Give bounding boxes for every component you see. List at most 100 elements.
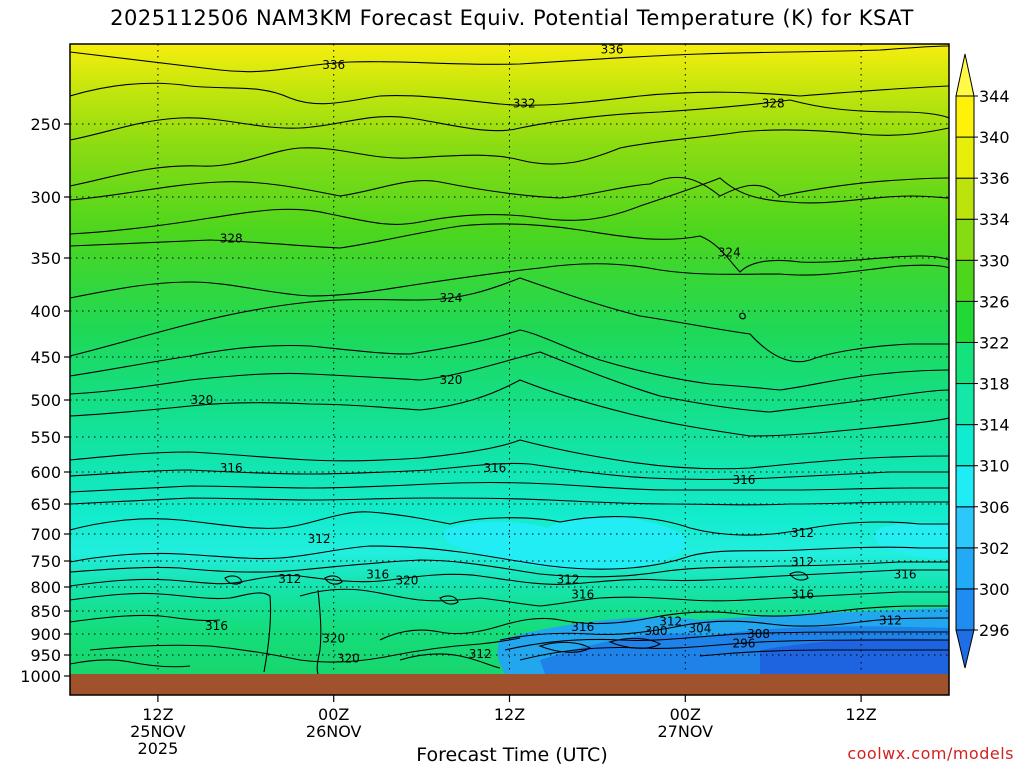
contour-line xyxy=(89,637,521,663)
contour-line xyxy=(70,614,221,623)
contour-label: 316 xyxy=(732,473,755,487)
contour-line xyxy=(299,588,949,607)
contour-line xyxy=(70,99,949,141)
y-tick-label: 900 xyxy=(30,625,61,644)
y-tick-label: 700 xyxy=(30,525,61,544)
contour-label: 316 xyxy=(894,568,917,582)
contour-label: 328 xyxy=(220,231,243,245)
contour-label: 336 xyxy=(322,58,345,72)
contour-line xyxy=(70,481,949,493)
contour-line xyxy=(504,631,949,651)
contour-line xyxy=(70,329,949,391)
x-tick-label: 00Z xyxy=(318,705,349,724)
contour-line xyxy=(70,45,949,73)
contour-line xyxy=(70,511,949,536)
contour-label: 312 xyxy=(791,555,814,569)
contour-label: 328 xyxy=(762,96,785,110)
contour-line xyxy=(789,571,809,581)
contour-label: 316 xyxy=(483,461,506,475)
colorbar-band xyxy=(955,341,975,385)
contour-label: 312 xyxy=(659,615,682,629)
y-tick-label: 850 xyxy=(30,602,61,621)
contour-line xyxy=(70,263,949,299)
contour-label: 312 xyxy=(791,526,814,540)
contour-label: 312 xyxy=(879,613,902,627)
contour-label: 320 xyxy=(395,573,418,587)
cyan-pocket-1 xyxy=(443,515,686,571)
x-tick-label: 2025 xyxy=(138,739,179,758)
colorbar-label: 306 xyxy=(979,498,1010,517)
contour-line xyxy=(70,82,949,106)
contour-label: 320 xyxy=(190,393,213,407)
contour-line xyxy=(70,559,949,578)
colorbar-band xyxy=(955,424,975,467)
contour-line xyxy=(70,545,949,570)
contour-line xyxy=(70,177,949,235)
contour-line xyxy=(70,127,949,187)
contour-label: 296 xyxy=(732,636,755,650)
colorbar-label: 296 xyxy=(979,621,1010,640)
contour-label: 316 xyxy=(571,587,594,601)
colorbar-band xyxy=(955,547,975,590)
contour-line xyxy=(324,575,343,585)
contour-label: 320 xyxy=(439,373,462,387)
contour-label: 320 xyxy=(337,651,360,665)
pressure-gridlines xyxy=(70,123,949,656)
x-tick-label: 12Z xyxy=(494,705,525,724)
colorbar-arrow-bottom xyxy=(955,629,975,669)
chart-title: 2025112506 NAM3KM Forecast Equiv. Potent… xyxy=(110,6,914,30)
contour-line xyxy=(739,312,746,320)
contour-label: 312 xyxy=(308,532,331,546)
contour-line xyxy=(70,497,949,506)
x-tick-label: 27NOV xyxy=(658,722,714,741)
contour-label: 316 xyxy=(220,461,243,475)
contour-label: 304 xyxy=(688,622,711,636)
y-tick-label: 450 xyxy=(30,348,61,367)
colorbar-label: 314 xyxy=(979,416,1010,435)
y-tick-label: 650 xyxy=(30,495,61,514)
colorbar-band xyxy=(955,95,975,138)
contour-line xyxy=(538,641,592,653)
y-tick-label: 500 xyxy=(30,391,61,410)
colorbar-label: 344 xyxy=(979,87,1010,106)
x-tick-label: 00Z xyxy=(670,705,701,724)
colorbar-band xyxy=(955,588,975,631)
contour-line xyxy=(699,649,949,657)
y-tick-label: 250 xyxy=(30,115,61,134)
y-tick-label: 300 xyxy=(30,188,61,207)
colorbar-label: 334 xyxy=(979,210,1010,229)
colorbar-band xyxy=(955,383,975,426)
y-axis: 250 300 350 400 450 500 550 600 650 700 750 800 850 9… xyxy=(20,115,70,686)
colorbar-label: 300 xyxy=(979,580,1010,599)
contour-label: 316 xyxy=(366,568,389,582)
contour-label: 324 xyxy=(718,245,741,259)
y-tick-label: 950 xyxy=(30,646,61,665)
x-tick-label: 12Z xyxy=(845,705,876,724)
contour-label: 316 xyxy=(571,620,594,634)
contour-line xyxy=(316,589,322,675)
colorbar-band xyxy=(955,465,975,508)
contour-line xyxy=(70,379,949,437)
contour-label: 312 xyxy=(557,572,580,586)
colorbar-band xyxy=(955,218,975,261)
colorbar-label: 322 xyxy=(979,333,1010,352)
colorbar: 296 300 302 306 310 314 318 322 326 330 334 336 340 3… xyxy=(955,53,1010,669)
y-tick-label: 750 xyxy=(30,552,61,571)
contour-label: 312 xyxy=(278,572,301,586)
contour-line xyxy=(608,637,662,649)
contour-line xyxy=(379,605,949,641)
ground xyxy=(70,674,949,695)
colorbar-label: 330 xyxy=(979,251,1010,270)
colorbar-label: 302 xyxy=(979,539,1010,558)
contour-line xyxy=(519,639,949,661)
contour-line xyxy=(70,592,272,673)
contours xyxy=(70,45,949,675)
contour-line xyxy=(439,595,459,605)
contour-line xyxy=(70,223,949,273)
y-tick-label: 800 xyxy=(30,578,61,597)
contour-label: 308 xyxy=(747,627,770,641)
colorbar-band xyxy=(955,300,975,343)
contour-label: 320 xyxy=(322,631,345,645)
colorbar-band xyxy=(955,136,975,179)
